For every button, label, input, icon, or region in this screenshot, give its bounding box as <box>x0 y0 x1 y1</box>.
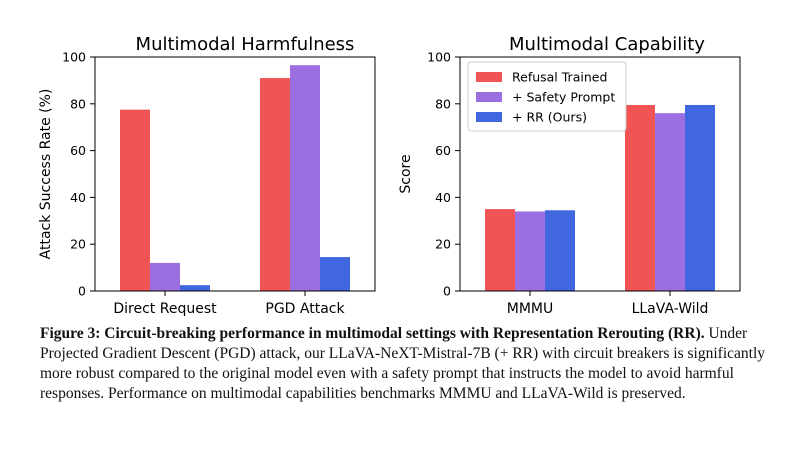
figure: Multimodal Harmfulness Direct Request PGD … <box>38 34 741 317</box>
y-tick-label: 40 <box>435 190 451 205</box>
legend-swatch <box>476 92 502 102</box>
bar <box>685 104 715 291</box>
y-tick-label: 20 <box>70 237 86 252</box>
legend-box <box>467 61 627 132</box>
bar <box>625 104 655 291</box>
y-tick-label: 80 <box>70 96 86 111</box>
y-axis-label: Attack Success Rate (%) <box>38 89 54 260</box>
bar <box>290 65 320 291</box>
y-tick-label: 0 <box>443 284 451 299</box>
x-tick-label: LLaVA-Wild <box>632 301 709 317</box>
y-tick-label: 40 <box>70 190 86 205</box>
legend-swatch <box>476 72 502 82</box>
y-tick-label: 60 <box>435 143 451 158</box>
bar <box>485 209 515 291</box>
legend-label: + RR (Ours) <box>512 110 587 125</box>
axes-frame <box>459 56 741 292</box>
y-tick-label: 80 <box>435 96 451 111</box>
x-tick-label: Direct Request <box>113 301 217 317</box>
caption-label: Figure 3: <box>40 325 101 342</box>
legend: Refusal Trained + Safety Prompt + RR (Ours… <box>467 61 627 132</box>
chart-title: Multimodal Harmfulness <box>136 34 355 55</box>
y-tick-label: 0 <box>78 284 86 299</box>
bar <box>180 285 210 291</box>
axes-frame <box>94 56 376 292</box>
bar <box>150 262 180 291</box>
legend-label: + Safety Prompt <box>512 90 615 105</box>
bar <box>515 211 545 291</box>
bar <box>545 210 575 291</box>
y-tick-label: 60 <box>70 143 86 158</box>
caption-text: Under Projected Gradient Descent (PGD) a… <box>40 325 765 402</box>
legend-label: Refusal Trained <box>512 70 607 85</box>
chart-panel-2: Multimodal Capability MMMU LLaVA-Wild 0 20 40… <box>398 34 741 317</box>
figure-caption: Figure 3: Circuit-breaking performance i… <box>40 324 780 404</box>
y-tick-label: 20 <box>435 237 451 252</box>
legend-swatch <box>476 112 502 122</box>
caption-bold-text: Circuit-breaking performance in multimod… <box>104 325 705 342</box>
x-tick-label: PGD Attack <box>265 301 345 317</box>
bar <box>260 78 290 291</box>
bar <box>655 113 685 291</box>
chart-panel-1: Multimodal Harmfulness Direct Request PGD … <box>38 34 376 317</box>
chart-title: Multimodal Capability <box>509 34 705 55</box>
y-axis-label: Score <box>398 154 414 193</box>
y-tick-label: 100 <box>62 50 86 65</box>
bar <box>320 257 350 291</box>
y-tick-label: 100 <box>427 50 451 65</box>
bar <box>120 109 150 292</box>
x-tick-label: MMMU <box>507 301 553 317</box>
